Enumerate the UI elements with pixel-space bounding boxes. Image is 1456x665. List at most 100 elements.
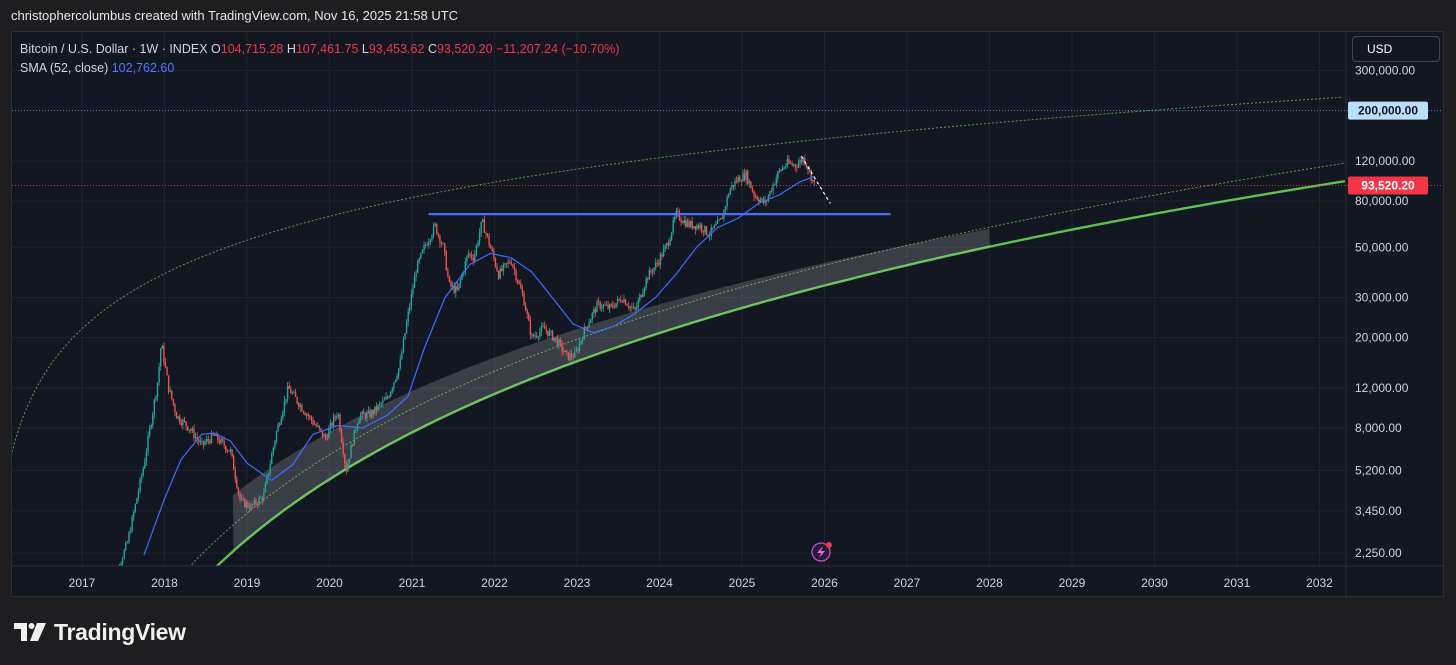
candle-body xyxy=(524,304,527,311)
candle-body xyxy=(494,258,497,267)
candle-body xyxy=(429,239,432,242)
candle-body xyxy=(188,429,190,431)
sma-label[interactable]: SMA (52, close) xyxy=(20,61,109,75)
candle-body xyxy=(632,307,635,309)
candle-body xyxy=(418,258,420,261)
symbol-title[interactable]: Bitcoin / U.S. Dollar · 1W · INDEX xyxy=(20,42,208,56)
current-price-tag-text: 93,520.20 xyxy=(1361,179,1415,193)
candle-body xyxy=(225,446,227,451)
candle-body xyxy=(206,439,208,443)
candle-body xyxy=(385,397,387,400)
high-value: 107,461.75 xyxy=(295,42,359,56)
candle-body xyxy=(261,497,263,501)
candle-body xyxy=(512,264,514,268)
candle-body xyxy=(245,502,248,508)
candle-body xyxy=(520,283,522,289)
low-value: 93,453.62 xyxy=(368,42,425,56)
candle-body xyxy=(421,249,424,253)
candle-body xyxy=(240,498,243,500)
candle-body xyxy=(491,248,493,252)
candle-body xyxy=(440,242,443,244)
candle-body xyxy=(793,164,795,166)
candle-body xyxy=(401,352,403,360)
candle-body xyxy=(299,405,302,408)
currency-button[interactable]: USD xyxy=(1352,36,1440,62)
candle-body xyxy=(348,458,351,464)
y-axis-label: 5,200.00 xyxy=(1355,463,1402,477)
candle-body xyxy=(159,348,162,367)
candle-body xyxy=(459,279,462,284)
candle-body xyxy=(772,184,774,192)
candle-body xyxy=(229,449,232,452)
candle-body xyxy=(764,200,766,203)
candle-body xyxy=(620,299,622,302)
candle-body xyxy=(456,286,459,290)
low-label: L xyxy=(361,42,369,56)
candle-body xyxy=(664,245,666,249)
x-axis-label: 2026 xyxy=(811,576,838,590)
candle-body xyxy=(161,345,163,349)
candle-body xyxy=(126,542,129,543)
candle-body xyxy=(390,391,392,397)
candle-body xyxy=(266,475,268,484)
candle-body xyxy=(223,440,225,447)
candle-body xyxy=(399,359,401,369)
candle-body xyxy=(739,177,741,182)
candle-body xyxy=(413,276,416,289)
candle-body xyxy=(174,404,176,413)
candle-body xyxy=(726,196,728,207)
candle-body xyxy=(672,220,674,233)
x-axis-label: 2030 xyxy=(1141,576,1168,590)
y-axis-label: 300,000.00 xyxy=(1355,64,1415,78)
candle-body xyxy=(753,191,755,197)
candle-body xyxy=(329,423,332,429)
candle-body xyxy=(182,419,184,425)
candle-body xyxy=(662,248,665,257)
candle-body xyxy=(708,235,711,237)
candle-body xyxy=(754,196,757,198)
candle-body xyxy=(678,211,681,220)
candle-body xyxy=(566,350,568,353)
candle-body xyxy=(518,282,520,284)
candle-body xyxy=(621,301,624,303)
candle-body xyxy=(120,563,122,566)
candle-body xyxy=(232,455,235,470)
candle-body xyxy=(302,411,305,413)
candle-body xyxy=(594,309,597,313)
candle-body xyxy=(152,413,154,426)
candle-body xyxy=(183,419,186,422)
candle-body xyxy=(515,270,517,280)
candle-body xyxy=(332,416,335,427)
candle-body xyxy=(199,441,202,443)
sma-row: SMA (52, close) 102,762.60 xyxy=(20,59,620,78)
candle-body xyxy=(450,281,452,287)
candle-body xyxy=(280,418,282,425)
candle-body xyxy=(231,449,233,456)
candle-body xyxy=(631,306,633,308)
candle-body xyxy=(172,398,175,405)
candle-body xyxy=(158,366,160,383)
candle-body xyxy=(475,245,478,255)
candle-body xyxy=(391,388,394,392)
candle-body xyxy=(221,438,224,441)
x-axis-label: 2027 xyxy=(894,576,921,590)
candle-body xyxy=(685,220,687,227)
candle-body xyxy=(596,301,598,313)
tradingview-footer: TradingView xyxy=(14,618,186,646)
candle-body xyxy=(202,440,205,445)
candle-body xyxy=(651,271,654,273)
candle-body xyxy=(207,439,209,441)
candle-body xyxy=(350,445,352,459)
candle-body xyxy=(321,430,324,437)
candle-body xyxy=(482,219,484,222)
candle-body xyxy=(523,293,525,305)
candle-body xyxy=(777,171,779,179)
candle-body xyxy=(163,345,165,363)
candle-body xyxy=(707,234,709,237)
candle-body xyxy=(758,199,760,202)
candle-body xyxy=(747,171,749,184)
candle-body xyxy=(539,331,541,337)
y-axis-label: 50,000.00 xyxy=(1355,240,1409,254)
candle-body xyxy=(274,440,276,448)
